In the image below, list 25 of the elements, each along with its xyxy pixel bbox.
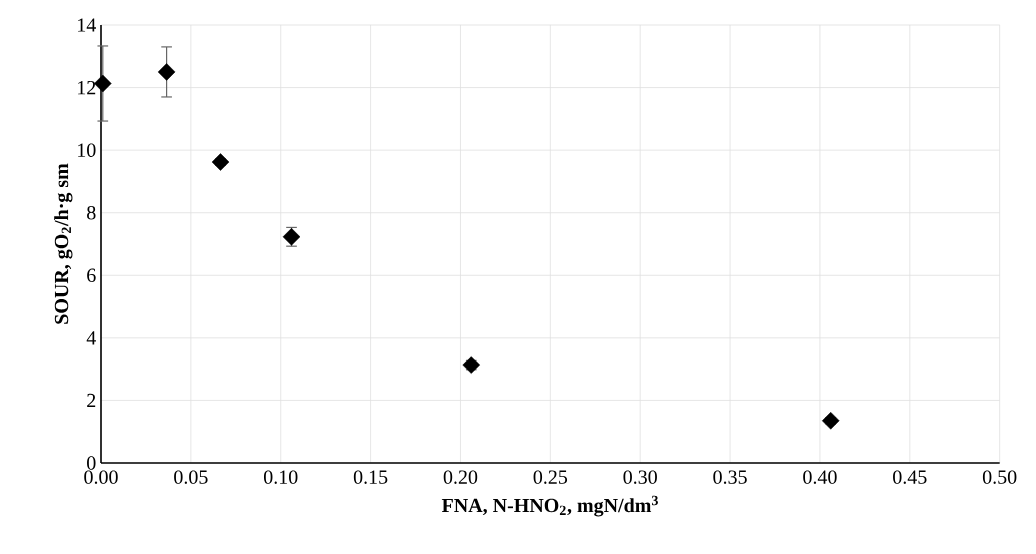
y-tick-label: 10 (78, 143, 96, 157)
x-tick-label: 0.50 (982, 470, 1017, 484)
x-tick-label: 0.00 (84, 470, 118, 484)
point (821, 412, 840, 430)
y-tick-label: 0 (87, 456, 96, 470)
y-axis-title: SOUR, gO$_{2}$/h·g sm (54, 163, 73, 324)
x-tick-label: 0.05 (174, 470, 208, 484)
x-tick-label: 0.35 (713, 470, 747, 484)
y-tick-label: 12 (78, 80, 96, 95)
x-tick-label: 0.40 (803, 470, 837, 484)
x-tick-label: 0.10 (263, 470, 298, 484)
y-tick-label: 8 (87, 205, 96, 220)
x-tick-label: 0.30 (623, 470, 657, 484)
point (157, 63, 176, 81)
x-tick-label: 0.20 (443, 470, 478, 484)
x-tick-label: 0.25 (533, 470, 568, 484)
point (94, 74, 112, 93)
y-tick-label: 14 (78, 18, 96, 32)
x-tick-label: 0.45 (893, 470, 927, 484)
y-tick-label: 4 (86, 331, 96, 345)
x-axis-title: FNA, N-HNO$_{2}$, mgN/dm$^{3}$ (441, 495, 658, 517)
point (211, 153, 230, 171)
y-tick-label: 6 (87, 268, 96, 282)
y-tick-label: 2 (87, 393, 96, 408)
x-tick-label: 0.15 (353, 470, 388, 484)
